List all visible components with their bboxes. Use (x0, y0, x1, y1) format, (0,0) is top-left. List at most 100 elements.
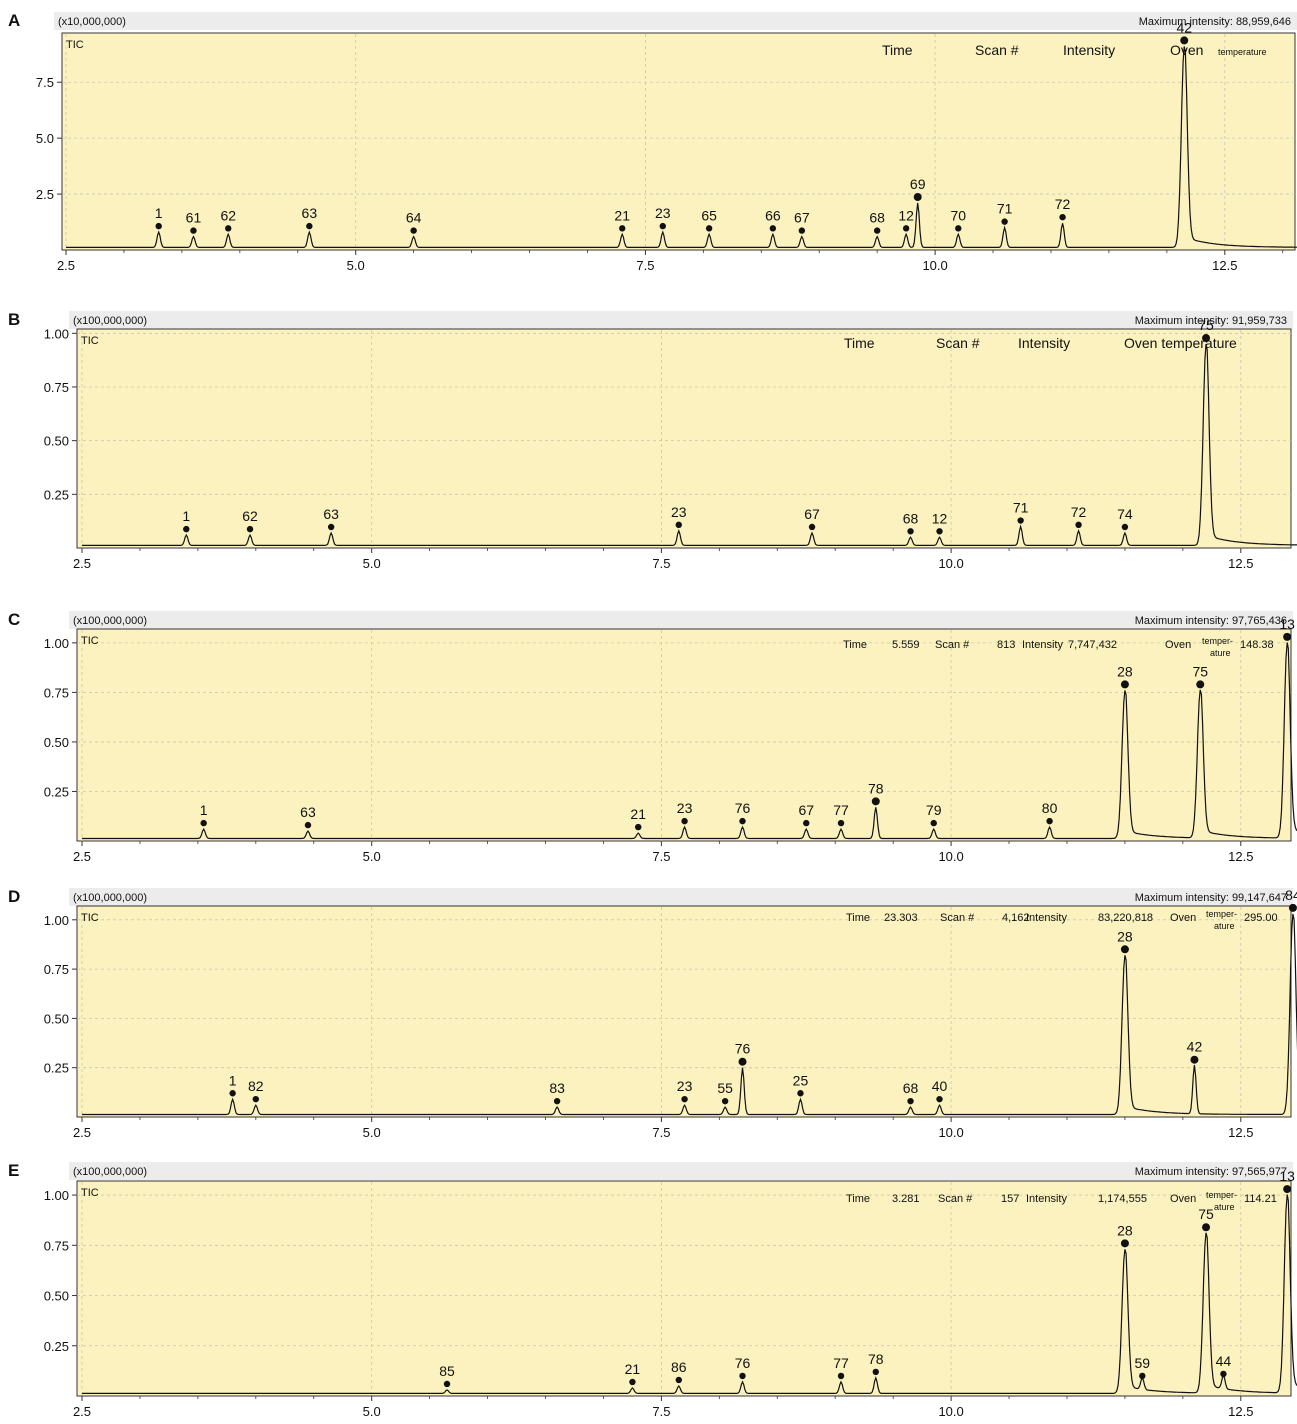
peak-marker (1202, 1223, 1211, 1232)
info-field: 813 (997, 639, 1015, 651)
peak-marker (304, 821, 312, 829)
x-tick-label: 2.5 (57, 258, 75, 273)
tic-label: TIC (66, 39, 84, 51)
peak-marker (1059, 213, 1066, 221)
panel-header-strip (69, 888, 1293, 906)
info-field: Oven (1170, 912, 1196, 924)
peak-label: 75 (1198, 1206, 1214, 1222)
scale-label: (x100,000,000) (73, 1166, 147, 1178)
tic-trace (82, 642, 1297, 840)
x-tick-label: 7.5 (636, 258, 654, 273)
info-field: temper- (1206, 909, 1237, 919)
y-tick-label: 0.75 (44, 962, 69, 977)
x-tick-label: 7.5 (652, 1404, 670, 1419)
x-tick-label: 2.5 (73, 556, 91, 571)
info-field: Intensity (1022, 639, 1063, 651)
y-tick-label: 0.25 (44, 784, 69, 799)
peak-marker (190, 227, 197, 234)
y-tick-label: 0.25 (44, 487, 69, 502)
x-tick-label: 12.5 (1228, 849, 1253, 864)
peak-marker (1288, 903, 1297, 912)
y-tick-label: 0.50 (44, 1011, 69, 1026)
tic-trace (66, 46, 1297, 248)
peak-marker (1139, 1372, 1146, 1380)
peak-label: 23 (677, 800, 693, 816)
peak-label: 23 (655, 205, 671, 221)
info-field: Oven (1170, 42, 1203, 58)
peak-marker (769, 225, 777, 232)
tic-label: TIC (81, 1187, 99, 1199)
chart-panel-a: A (x10,000,000) Maximum intensity: 88,959,… (8, 11, 1297, 273)
scale-label: (x100,000,000) (73, 315, 147, 327)
peak-marker (907, 1097, 914, 1105)
peak-label: 86 (671, 1359, 687, 1375)
peak-marker (659, 222, 666, 230)
peak-marker (1121, 523, 1129, 531)
peak-marker (443, 1380, 451, 1388)
x-tick-label: 7.5 (652, 556, 670, 571)
info-field: 3.281 (892, 1193, 920, 1205)
peak-marker (930, 819, 937, 827)
peak-marker (229, 1090, 236, 1097)
info-field: 7,747,432 (1068, 639, 1117, 651)
peak-label: 65 (701, 207, 717, 223)
peak-label: 69 (910, 176, 926, 192)
tic-label: TIC (81, 635, 99, 647)
info-field: Intensity (1026, 1193, 1067, 1205)
x-tick-label: 2.5 (73, 1404, 91, 1419)
plot-area (76, 905, 1292, 1118)
x-tick-label: 10.0 (922, 258, 947, 273)
peak-label: 42 (1187, 1039, 1203, 1055)
peak-label: 68 (903, 1080, 919, 1096)
peak-marker (1046, 817, 1053, 825)
peak-label: 21 (614, 207, 630, 223)
max-intensity-label: Maximum intensity: 88,959,646 (1139, 16, 1291, 28)
x-tick-label: 10.0 (938, 1125, 963, 1140)
peak-marker (808, 523, 816, 531)
peak-marker (246, 525, 254, 533)
x-tick-label: 12.5 (1212, 258, 1237, 273)
tic-trace (82, 343, 1297, 546)
peak-label: 44 (1216, 1353, 1232, 1369)
info-field: 148.38 (1240, 639, 1274, 651)
peak-marker (873, 227, 881, 234)
peak-marker (1283, 1185, 1292, 1194)
plot-area (76, 328, 1292, 549)
info-field: Time (843, 639, 867, 651)
peak-label: 23 (671, 504, 687, 520)
peak-label: 12 (932, 510, 948, 526)
chart-panel-d: D (x100,000,000) Maximum intensity: 99,147… (8, 887, 1297, 1140)
max-intensity-label: Maximum intensity: 91,959,733 (1135, 315, 1287, 327)
tic-trace (82, 1194, 1297, 1394)
info-field: 114.21 (1244, 1193, 1277, 1205)
x-tick-label: 5.0 (363, 1404, 381, 1419)
info-field: 23.303 (884, 912, 918, 924)
peak-label: 62 (220, 207, 236, 223)
info-field: temperature (1218, 47, 1267, 57)
peak-marker (872, 1368, 879, 1376)
peak-label: 21 (625, 1361, 641, 1377)
peak-marker (1202, 334, 1211, 343)
peak-label: 1 (182, 508, 190, 524)
peak-marker (306, 222, 313, 230)
peak-label: 61 (186, 210, 202, 226)
peak-marker (252, 1095, 260, 1103)
peak-label: 63 (302, 205, 318, 221)
peak-marker (871, 797, 880, 806)
info-field: Oven (1165, 639, 1191, 651)
peak-label: 85 (439, 1363, 455, 1379)
peak-label: 64 (406, 210, 422, 226)
peak-label: 78 (868, 780, 884, 796)
peak-label: 75 (1192, 663, 1208, 679)
max-intensity-label: Maximum intensity: 99,147,647 (1135, 892, 1287, 904)
info-field: temper- (1206, 1190, 1237, 1200)
y-tick-label: 0.50 (44, 1289, 69, 1304)
info-field: ature (1214, 921, 1235, 931)
panel-header-strip (69, 611, 1293, 629)
tic-trace (82, 913, 1297, 1116)
peak-marker (635, 823, 642, 831)
peak-marker (803, 819, 810, 827)
chart-panel-e: E (x100,000,000) Maximum intensity: 97,565… (8, 1161, 1297, 1419)
y-tick-label: 7.5 (36, 75, 54, 90)
peak-label: 13 (1279, 1168, 1295, 1184)
